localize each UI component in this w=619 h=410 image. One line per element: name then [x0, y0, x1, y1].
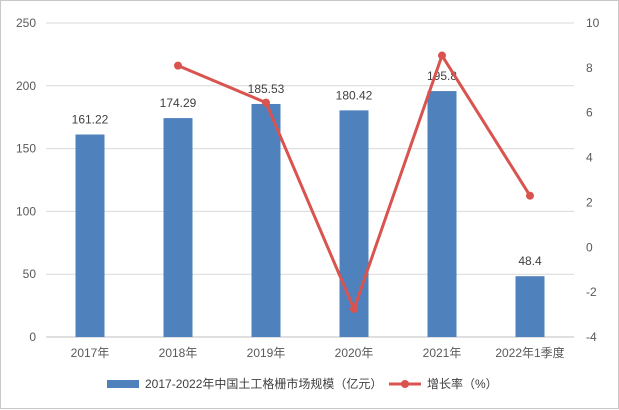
bar-series — [75, 91, 545, 338]
bar-data-label: 161.22 — [72, 113, 109, 127]
growth-point — [438, 51, 446, 60]
bar-data-label: 185.53 — [248, 82, 285, 96]
x-category-label: 2018年 — [159, 346, 198, 360]
y-right-tick-label: 2 — [586, 195, 593, 209]
bar — [251, 103, 281, 337]
y-right-tick-label: 0 — [586, 240, 593, 254]
x-category-label: 2020年 — [335, 346, 374, 360]
y-right-tick-label: -2 — [586, 285, 597, 299]
y-right-tick-label: 4 — [586, 151, 593, 165]
gridlines — [46, 22, 574, 338]
y-left-tick-label: 150 — [16, 142, 36, 156]
y-left-tick-label: 200 — [16, 79, 36, 93]
bar — [339, 110, 369, 337]
growth-line-series — [174, 51, 534, 313]
growth-point — [174, 61, 182, 70]
y-left-tick-label: 0 — [29, 330, 36, 344]
y-right-tick-label: 10 — [586, 16, 600, 30]
legend-bar-label: 2017-2022年中国土工格栅市场规模（亿元） — [145, 376, 382, 391]
growth-point — [350, 304, 358, 313]
y-right-tick-label: 6 — [586, 106, 593, 120]
x-category-label: 2017年 — [71, 346, 110, 360]
bar-data-label: 174.29 — [160, 96, 197, 110]
growth-point — [262, 98, 270, 107]
y-left-tick-label: 50 — [23, 267, 37, 281]
bar — [427, 91, 457, 338]
y-left-tick-label: 250 — [16, 16, 36, 30]
bar-data-label: 48.4 — [518, 254, 542, 268]
left-axis-ticks: 0 50 100 150 200 250 — [16, 16, 36, 344]
x-category-label: 2021年 — [423, 346, 462, 360]
bar — [75, 134, 105, 337]
legend-line-marker — [401, 380, 409, 388]
y-left-tick-label: 100 — [16, 204, 36, 218]
legend: 2017-2022年中国土工格栅市场规模（亿元） 增长率（%） — [107, 376, 498, 391]
x-category-label: 2019年 — [247, 346, 286, 360]
right-axis-ticks: -4 -2 0 2 4 6 8 10 — [586, 16, 600, 344]
y-right-tick-label: -4 — [586, 330, 597, 344]
legend-bar-swatch — [107, 380, 139, 388]
bar-data-label: 180.42 — [336, 88, 373, 102]
bar — [163, 118, 193, 337]
x-axis-ticks: 2017年 2018年 2019年 2020年 2021年 2022年1季度 — [71, 345, 565, 360]
y-right-tick-label: 8 — [586, 61, 593, 75]
x-category-label: 2022年1季度 — [495, 345, 564, 360]
growth-point — [526, 191, 534, 200]
bar — [515, 276, 545, 337]
legend-line-label: 增长率（%） — [427, 376, 498, 391]
